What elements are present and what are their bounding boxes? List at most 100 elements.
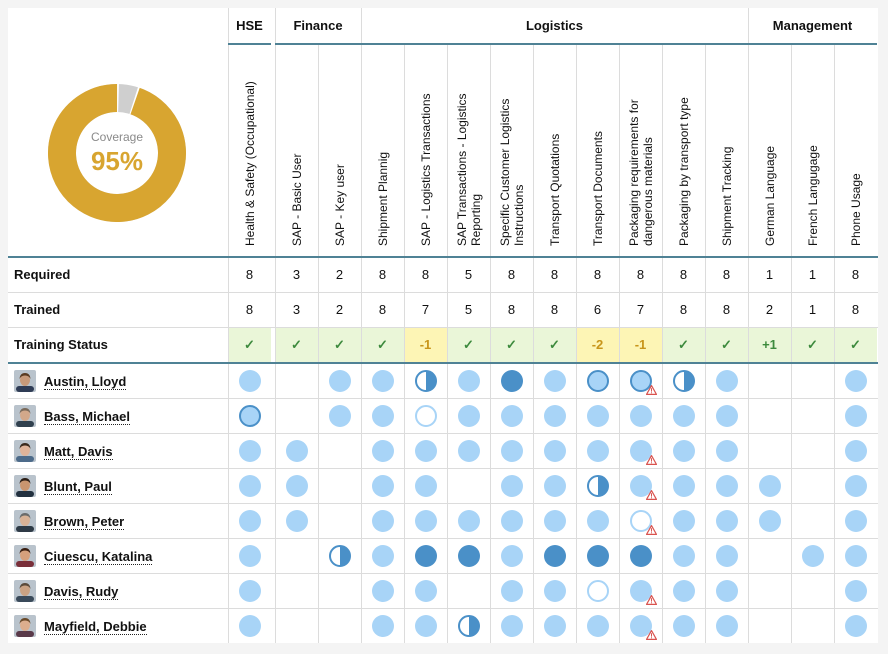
skill-level-full-dot[interactable] [501,440,523,462]
skill-level-full-dot[interactable] [372,440,394,462]
skill-level-empty-dot[interactable] [415,405,437,427]
skill-level-full-dot[interactable] [587,615,609,637]
skill-level-full-dot[interactable] [458,405,480,427]
skill-level-expert-dot[interactable] [587,545,609,567]
skill-level-full-dot[interactable] [673,545,695,567]
skill-level-full-dot[interactable] [501,405,523,427]
skill-level-full-dot[interactable] [587,440,609,462]
skill-level-full-dot[interactable] [716,475,738,497]
skill-level-full-dot[interactable] [372,510,394,532]
skill-level-full-dot[interactable] [673,510,695,532]
skill-level-full-dot[interactable] [845,405,867,427]
skill-level-full-dot[interactable] [415,615,437,637]
skill-level-full-dot[interactable] [845,440,867,462]
skill-level-full-dot[interactable] [587,510,609,532]
skill-level-full-dot[interactable] [759,475,781,497]
skill-level-full-dot[interactable] [501,510,523,532]
skill-level-full-dot[interactable] [544,475,566,497]
skill-level-full-dot[interactable] [501,580,523,602]
skill-level-expert-dot[interactable] [630,545,652,567]
skill-level-full-dot[interactable] [673,440,695,462]
skill-level-full-dot[interactable] [630,405,652,427]
skill-level-full-dot[interactable] [372,615,394,637]
skill-level-full-dot[interactable] [239,615,261,637]
skill-level-full-dot[interactable] [458,370,480,392]
employee-name[interactable]: Bass, Michael [44,409,130,425]
skill-level-full-dot[interactable] [544,405,566,427]
skill-level-full-dot[interactable] [716,545,738,567]
skill-level-full-dot[interactable] [544,440,566,462]
skill-level-full-dot[interactable] [630,440,652,462]
skill-level-full-dot[interactable] [286,475,308,497]
employee-name[interactable]: Matt, Davis [44,444,113,460]
employee-name[interactable]: Davis, Rudy [44,584,119,600]
skill-level-full-dot[interactable] [329,405,351,427]
skill-level-empty-dot[interactable] [630,510,652,532]
skill-level-full-dot[interactable] [286,510,308,532]
employee-name[interactable]: Blunt, Paul [44,479,112,495]
skill-level-full-dot[interactable] [630,615,652,637]
skill-level-full-dot[interactable] [716,405,738,427]
skill-level-full-dot[interactable] [716,510,738,532]
skill-level-full-dot[interactable] [845,475,867,497]
skill-level-half-dot[interactable] [415,370,437,392]
skill-level-full-dot[interactable] [759,510,781,532]
skill-level-half-dot[interactable] [458,615,480,637]
skill-level-full-dot[interactable] [716,615,738,637]
skill-level-full-dot[interactable] [630,475,652,497]
skill-level-full-dot[interactable] [415,510,437,532]
skill-level-full-dot[interactable] [239,440,261,462]
skill-level-expert-dot[interactable] [458,545,480,567]
skill-level-full-dot[interactable] [673,615,695,637]
skill-level-expert-dot[interactable] [415,545,437,567]
skill-level-full-dot[interactable] [673,405,695,427]
skill-level-full-dot[interactable] [415,475,437,497]
skill-level-full-dot[interactable] [544,615,566,637]
skill-level-empty-dot[interactable] [587,580,609,602]
skill-level-full-dot[interactable] [845,580,867,602]
employee-name[interactable]: Ciuescu, Katalina [44,549,153,565]
employee-name[interactable]: Brown, Peter [44,514,125,530]
skill-level-full-dot[interactable] [501,615,523,637]
skill-level-full-dot[interactable] [415,440,437,462]
skill-level-full-dot[interactable] [630,580,652,602]
skill-level-full-dot[interactable] [845,545,867,567]
skill-level-full-dot[interactable] [239,475,261,497]
skill-level-full-dot[interactable] [239,580,261,602]
skill-level-full-dot[interactable] [716,370,738,392]
skill-level-half-dot[interactable] [673,370,695,392]
skill-level-full-dot[interactable] [239,510,261,532]
skill-level-full-dot[interactable] [716,440,738,462]
skill-level-full-dot[interactable] [845,510,867,532]
skill-level-full-dot[interactable] [501,475,523,497]
skill-level-full-dot[interactable] [239,370,261,392]
skill-level-half-dot[interactable] [587,475,609,497]
skill-level-full-dot[interactable] [544,370,566,392]
skill-level-full-dot[interactable] [372,545,394,567]
employee-name[interactable]: Austin, Lloyd [44,374,127,390]
skill-level-full-dot[interactable] [501,545,523,567]
employee-name[interactable]: Mayfield, Debbie [44,619,147,635]
skill-level-full-dot[interactable] [372,475,394,497]
skill-level-expert-dot[interactable] [501,370,523,392]
skill-level-full-dot[interactable] [845,615,867,637]
skill-level-expert-dot[interactable] [544,545,566,567]
skill-level-full-dot[interactable] [372,370,394,392]
skill-level-full-dot[interactable] [544,580,566,602]
skill-level-trainer-dot[interactable] [630,370,652,392]
skill-level-full-dot[interactable] [329,370,351,392]
skill-level-full-dot[interactable] [716,580,738,602]
skill-level-trainer-dot[interactable] [239,405,261,427]
skill-level-full-dot[interactable] [372,580,394,602]
skill-level-full-dot[interactable] [544,510,566,532]
skill-level-full-dot[interactable] [458,510,480,532]
skill-level-full-dot[interactable] [286,440,308,462]
skill-level-half-dot[interactable] [329,545,351,567]
skill-level-trainer-dot[interactable] [587,370,609,392]
skill-level-full-dot[interactable] [587,405,609,427]
skill-level-full-dot[interactable] [845,370,867,392]
skill-level-full-dot[interactable] [372,405,394,427]
skill-level-full-dot[interactable] [415,580,437,602]
skill-level-full-dot[interactable] [802,545,824,567]
skill-level-full-dot[interactable] [673,475,695,497]
